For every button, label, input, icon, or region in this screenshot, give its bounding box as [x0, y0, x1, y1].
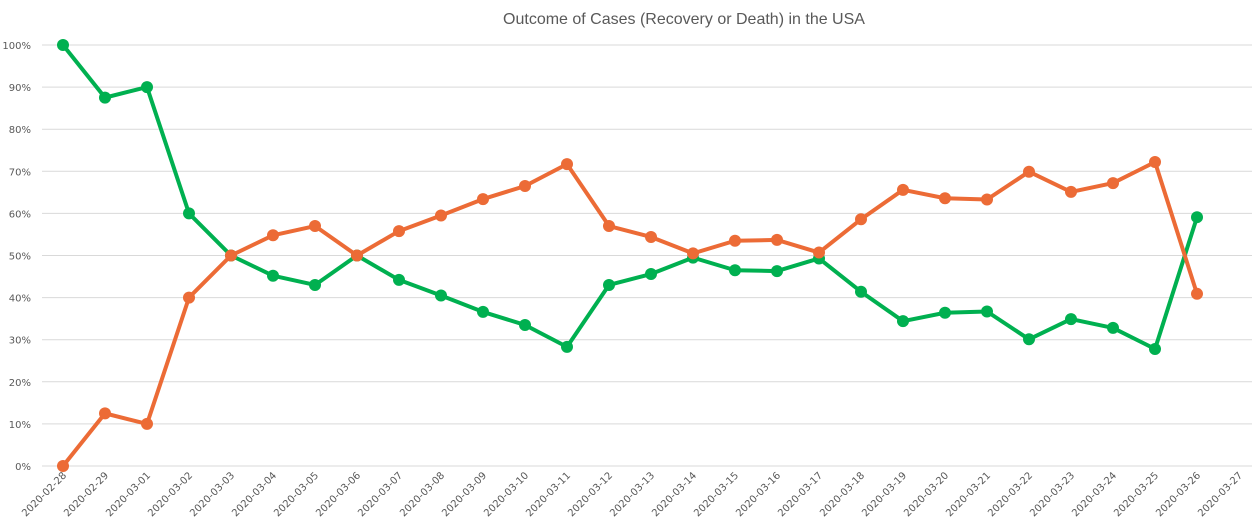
data-point [477, 305, 489, 318]
data-point [1065, 185, 1077, 198]
data-point [393, 225, 405, 238]
data-point [1023, 165, 1035, 178]
data-point [1065, 313, 1077, 326]
data-point [729, 264, 741, 277]
y-tick-label: 70% [9, 167, 31, 178]
data-point [771, 265, 783, 278]
y-tick-label: 90% [9, 83, 31, 94]
data-point [183, 207, 195, 220]
y-tick-label: 0% [15, 462, 31, 473]
data-point [687, 247, 699, 260]
data-point [267, 269, 279, 282]
data-point [99, 91, 111, 104]
series-layer [57, 39, 1203, 472]
y-tick-label: 50% [9, 252, 31, 263]
y-tick-label: 60% [9, 209, 31, 220]
data-point [1107, 177, 1119, 190]
gridlines [42, 44, 1252, 467]
series-line [61, 160, 1199, 468]
data-point [1191, 287, 1203, 300]
data-point [561, 340, 573, 353]
data-point [57, 39, 69, 51]
data-point [855, 285, 867, 298]
series-death [57, 156, 1203, 472]
data-point [141, 81, 153, 94]
data-point [897, 315, 909, 328]
chart-title: Outcome of Cases (Recovery or Death) in … [503, 11, 865, 28]
data-point [57, 460, 69, 472]
data-point [1191, 211, 1203, 224]
data-point [645, 230, 657, 243]
y-tick-label: 30% [9, 336, 31, 347]
data-point [393, 273, 405, 286]
y-tick-label: 100% [2, 41, 31, 52]
data-point [435, 289, 447, 302]
data-point [561, 158, 573, 171]
data-point [519, 318, 531, 331]
data-point [183, 291, 195, 304]
data-point [939, 306, 951, 319]
data-point [645, 268, 657, 281]
data-point [771, 233, 783, 246]
data-point [897, 183, 909, 196]
y-tick-label: 40% [9, 294, 31, 305]
data-point [99, 407, 111, 420]
series-line [61, 43, 1199, 351]
data-point [309, 220, 321, 233]
y-tick-label: 80% [9, 125, 31, 136]
data-point [309, 278, 321, 291]
data-point [603, 220, 615, 233]
data-point [1023, 333, 1035, 346]
data-point [435, 209, 447, 222]
data-point [477, 193, 489, 206]
data-point [1149, 156, 1161, 169]
x-tick-label: 2020-03-27 [1196, 470, 1245, 519]
data-point [1149, 342, 1161, 355]
data-point [267, 229, 279, 242]
data-point [351, 249, 363, 262]
y-tick-label: 10% [9, 420, 31, 431]
data-point [855, 213, 867, 226]
data-point [813, 246, 825, 259]
series-recovery [57, 39, 1203, 355]
x-axis-ticks: 2020-02-282020-02-292020-03-012020-03-02… [20, 470, 1245, 519]
data-point [939, 192, 951, 205]
data-point [981, 193, 993, 206]
data-point [981, 305, 993, 318]
data-point [1107, 321, 1119, 334]
y-tick-label: 20% [9, 378, 31, 389]
data-point [519, 180, 531, 193]
data-point [225, 249, 237, 262]
data-point [141, 417, 153, 430]
data-point [729, 234, 741, 247]
y-axis-ticks: 0% 10% 20% 30% 40% 50% 60% 70% 80% 90% 100% [2, 41, 31, 473]
data-point [603, 278, 615, 291]
